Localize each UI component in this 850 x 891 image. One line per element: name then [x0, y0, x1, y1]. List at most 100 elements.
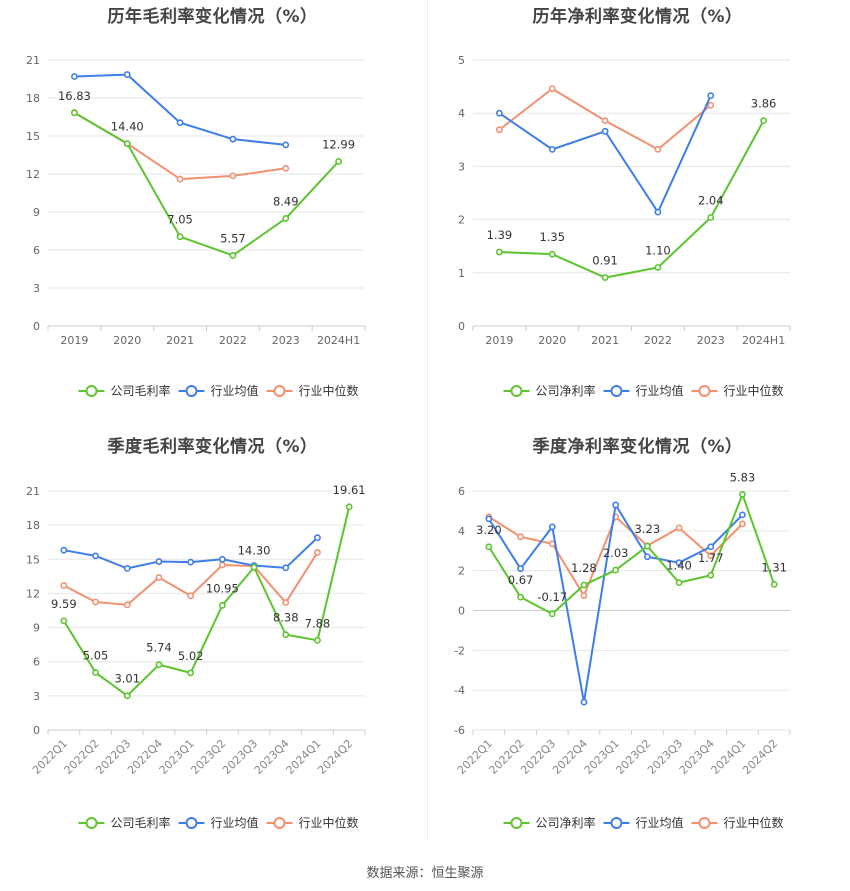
data-point: [548, 85, 556, 93]
legend-item-company: 公司净利率: [503, 815, 596, 830]
x-tick-label: 2021: [591, 334, 619, 347]
series-line-company: [73, 111, 340, 257]
data-point: [739, 490, 746, 498]
data-point: [60, 617, 68, 625]
y-tick-label: 4: [458, 107, 465, 120]
legend-label: 行业中位数: [299, 815, 359, 830]
data-point: [229, 252, 237, 259]
data-point: [92, 552, 99, 560]
data-point: [71, 109, 78, 117]
y-tick-label: 0: [33, 724, 40, 737]
data-label: 19.61: [333, 483, 366, 497]
series-avg: [60, 534, 321, 572]
legend-label: 行业均值: [636, 383, 684, 398]
data-point: [123, 71, 131, 78]
data-point: [282, 631, 290, 639]
y-tick-label: 18: [26, 92, 40, 105]
y-tick-label: 2: [458, 565, 465, 578]
data-point: [176, 175, 184, 183]
y-tick-label: 0: [458, 605, 465, 618]
data-point: [123, 140, 131, 147]
y-tick-label: 0: [33, 320, 40, 333]
data-label: 1.77: [698, 551, 724, 565]
series-company: 3.20 0.67-0.17 1.28 2.03 3.23 1.40 1.77 5.83 1.3…: [476, 470, 787, 618]
y-tick-label: 0: [458, 320, 465, 333]
data-point: [739, 511, 746, 519]
x-tick-label: 2020: [538, 334, 566, 347]
data-point: [707, 92, 715, 100]
y-tick-label: -6: [454, 724, 465, 737]
data-point: [485, 543, 493, 551]
data-label: 3.23: [635, 522, 661, 536]
data-label: 3.86: [751, 97, 777, 111]
series-avg: [496, 92, 715, 216]
x-tick-label: 2021: [166, 334, 194, 347]
legend-item-company: 公司净利率: [503, 383, 596, 398]
legend-item-median: 行业中位数: [691, 383, 784, 398]
legend-label: 行业均值: [636, 815, 684, 830]
panel-quarterly-net: 季度净利率变化情况（%） -6 -4 -2 0 2 4 6 2022Q1 2022Q2 2022Q…: [425, 430, 850, 860]
series-avg: [71, 71, 290, 149]
y-tick-label: 12: [26, 587, 40, 600]
data-point: [176, 233, 184, 241]
data-point: [654, 208, 662, 216]
legend: 公司净利率 行业均值 行业中位数: [503, 383, 784, 398]
chart-title: 历年毛利率变化情况（%）: [107, 7, 318, 27]
x-axis: 2022Q12022Q22022Q32022Q42023Q12023Q22023…: [455, 730, 791, 777]
x-tick-label: 2024Q2: [740, 737, 780, 777]
legend-item-median: 行业中位数: [266, 815, 359, 830]
series-line-company: [488, 493, 776, 615]
y-tick-label: 12: [26, 168, 40, 181]
data-point: [155, 661, 163, 669]
y-tick-label: -4: [454, 684, 465, 697]
data-label: 2.03: [603, 546, 629, 560]
y-tick-label: 6: [33, 244, 40, 257]
data-point: [314, 549, 321, 556]
data-point: [229, 135, 237, 143]
x-axis: 2019 2020 2021 2022 2023 2024H1: [47, 326, 366, 347]
legend-label: 公司净利率: [536, 383, 596, 398]
x-tick-label: 2019: [485, 334, 513, 347]
data-point: [92, 669, 99, 676]
data-point: [345, 503, 353, 511]
data-point: [548, 523, 556, 531]
legend-item-avg: 行业均值: [603, 815, 684, 830]
y-tick-label: 21: [26, 54, 40, 67]
data-point: [218, 601, 226, 609]
series-line-company: [62, 506, 351, 697]
y-tick-label: 3: [33, 282, 40, 295]
x-axis: 2019 2020 2021 2022 2023 2024H1: [472, 326, 791, 347]
data-point: [580, 592, 588, 599]
chart-title: 季度毛利率变化情况（%）: [107, 437, 318, 457]
data-label: 16.83: [58, 89, 91, 103]
data-point: [548, 610, 556, 618]
data-point: [770, 581, 778, 588]
data-point: [496, 109, 503, 117]
data-point: [496, 126, 503, 134]
series-company: 9.59 5.05 3.01 5.74 5.02 10.95 14.30 8.38 7.88 19…: [51, 483, 366, 700]
legend-label: 行业均值: [211, 815, 259, 830]
chart-title: 历年净利率变化情况（%）: [532, 7, 743, 27]
data-point: [643, 542, 651, 550]
legend-marker: [185, 385, 198, 397]
quarterly-net-margin-chart: -6 -4 -2 0 2 4 6 2022Q12022Q22022Q32022Q42023Q1…: [454, 470, 791, 830]
data-point: [218, 555, 226, 563]
data-point: [123, 601, 131, 609]
legend: 公司净利率 行业均值 行业中位数: [503, 815, 784, 830]
data-label: 0.91: [592, 254, 618, 268]
x-tick-label: 2019: [60, 334, 88, 347]
data-label: 5.02: [178, 649, 204, 663]
data-point: [155, 558, 163, 565]
legend-label: 公司净利率: [536, 815, 596, 830]
data-point: [92, 598, 99, 606]
y-tick-label: 1: [458, 267, 465, 280]
y-tick-label: 4: [458, 525, 465, 538]
legend: 公司毛利率 行业均值 行业中位数: [78, 383, 359, 398]
data-label: 1.28: [571, 561, 597, 575]
data-label: 9.59: [51, 597, 77, 611]
series-company: 16.83 14.40 7.05 5.57 8.49 12.99: [58, 89, 355, 259]
data-point: [282, 141, 290, 149]
gridlines: 0 1 2 3 4 5: [458, 54, 790, 333]
data-point: [612, 566, 620, 574]
data-label: 3.01: [114, 672, 140, 686]
